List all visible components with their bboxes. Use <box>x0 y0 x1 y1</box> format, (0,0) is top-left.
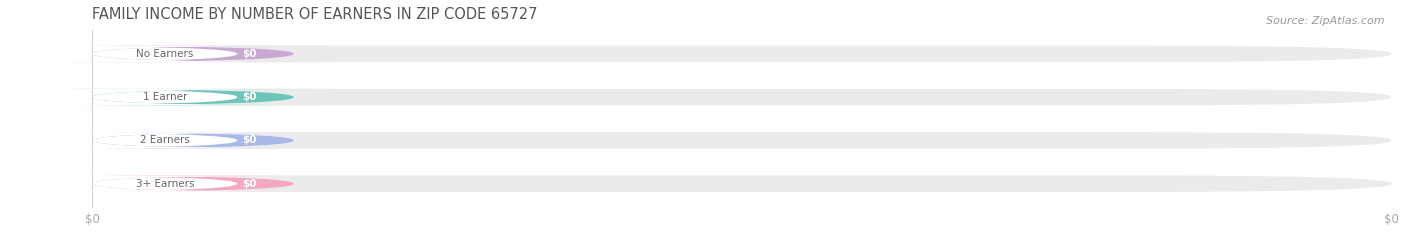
Text: $0: $0 <box>242 92 257 102</box>
FancyBboxPatch shape <box>46 175 339 192</box>
FancyBboxPatch shape <box>93 46 1392 62</box>
Text: 3+ Earners: 3+ Earners <box>135 179 194 189</box>
Text: $0: $0 <box>242 49 257 59</box>
Text: $0: $0 <box>242 135 257 145</box>
FancyBboxPatch shape <box>46 46 339 62</box>
FancyBboxPatch shape <box>93 132 1392 149</box>
FancyBboxPatch shape <box>0 46 339 62</box>
FancyBboxPatch shape <box>93 89 1392 105</box>
FancyBboxPatch shape <box>0 132 339 149</box>
FancyBboxPatch shape <box>93 175 1392 192</box>
Text: 1 Earner: 1 Earner <box>142 92 187 102</box>
FancyBboxPatch shape <box>46 89 339 105</box>
Text: $0: $0 <box>242 179 257 189</box>
Text: 2 Earners: 2 Earners <box>141 135 190 145</box>
Text: No Earners: No Earners <box>136 49 194 59</box>
FancyBboxPatch shape <box>0 175 339 192</box>
Text: Source: ZipAtlas.com: Source: ZipAtlas.com <box>1267 16 1385 26</box>
Text: FAMILY INCOME BY NUMBER OF EARNERS IN ZIP CODE 65727: FAMILY INCOME BY NUMBER OF EARNERS IN ZI… <box>93 7 538 22</box>
FancyBboxPatch shape <box>46 132 339 149</box>
FancyBboxPatch shape <box>0 89 339 105</box>
